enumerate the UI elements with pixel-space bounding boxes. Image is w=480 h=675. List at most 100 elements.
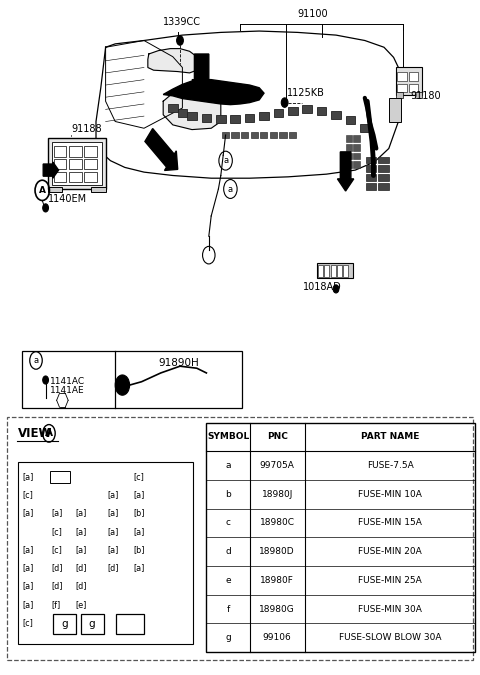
Text: [a]: [a] [75, 545, 86, 554]
Text: FUSE-7.5A: FUSE-7.5A [367, 461, 413, 470]
Bar [397, 72, 407, 81]
Circle shape [333, 285, 339, 293]
Bar [84, 146, 97, 157]
Bar [353, 161, 360, 168]
FancyArrow shape [145, 128, 178, 171]
Bar [331, 111, 341, 119]
Text: [a]: [a] [75, 508, 86, 518]
Text: 91180: 91180 [410, 91, 441, 101]
Bar [52, 142, 102, 185]
Text: 1140EM: 1140EM [48, 194, 87, 204]
Bar [366, 165, 376, 172]
Text: 1339CC: 1339CC [163, 17, 201, 27]
Bar [69, 172, 82, 182]
Bar [318, 265, 323, 277]
Text: PNC: PNC [267, 433, 288, 441]
Bar [353, 135, 360, 142]
Text: [a]: [a] [133, 563, 145, 572]
Text: 18980J: 18980J [262, 490, 293, 499]
Bar [324, 265, 329, 277]
Bar [378, 165, 389, 172]
Circle shape [177, 36, 183, 45]
Text: a: a [34, 356, 38, 365]
Bar [270, 132, 277, 138]
Text: g: g [89, 619, 96, 628]
Polygon shape [148, 49, 199, 73]
Bar [84, 159, 97, 169]
Bar [81, 614, 104, 634]
Bar [415, 92, 422, 98]
FancyArrow shape [192, 54, 211, 92]
Bar [360, 124, 370, 132]
Bar [50, 471, 70, 483]
Bar [178, 109, 187, 117]
Text: 1018AD: 1018AD [303, 282, 342, 292]
Bar [396, 92, 403, 98]
Text: FUSE-SLOW BLOW 30A: FUSE-SLOW BLOW 30A [339, 633, 441, 642]
Bar [231, 132, 239, 138]
Text: [d]: [d] [107, 563, 119, 572]
Bar [84, 172, 97, 182]
Text: PART NAME: PART NAME [361, 433, 419, 441]
Text: 1125KB: 1125KB [287, 88, 325, 98]
Text: FUSE-MIN 20A: FUSE-MIN 20A [358, 547, 422, 556]
Text: [b]: [b] [133, 508, 145, 518]
Bar [187, 112, 197, 120]
Text: [a]: [a] [22, 545, 34, 554]
Bar [54, 172, 66, 182]
Bar [337, 265, 342, 277]
Text: [a]: [a] [107, 526, 119, 536]
Bar [289, 132, 296, 138]
Bar [396, 68, 422, 94]
Bar [279, 132, 287, 138]
Text: [d]: [d] [75, 581, 86, 591]
Bar [409, 72, 418, 81]
Text: [a]: [a] [22, 563, 34, 572]
Polygon shape [163, 88, 221, 130]
Circle shape [43, 376, 48, 384]
Text: e: e [225, 576, 231, 585]
Text: FUSE-MIN 30A: FUSE-MIN 30A [358, 605, 422, 614]
Text: d: d [225, 547, 231, 556]
Bar [397, 84, 407, 92]
Text: 18980G: 18980G [259, 605, 295, 614]
Text: [a]: [a] [107, 545, 119, 554]
Bar [346, 116, 355, 124]
Text: [b]: [b] [133, 545, 145, 554]
Text: 91188: 91188 [71, 124, 102, 134]
Bar [366, 157, 376, 163]
Text: [a]: [a] [22, 581, 34, 591]
Bar [251, 132, 258, 138]
FancyArrow shape [337, 152, 354, 191]
Bar [366, 183, 376, 190]
Text: 1141AE: 1141AE [50, 386, 85, 396]
Bar [216, 115, 226, 123]
Text: VIEW: VIEW [18, 427, 53, 440]
Bar [206, 423, 475, 652]
Text: g: g [225, 633, 231, 642]
Bar [168, 104, 178, 112]
Circle shape [43, 204, 48, 212]
Text: c: c [226, 518, 230, 527]
Bar [91, 187, 106, 192]
Text: [c]: [c] [22, 490, 33, 500]
Text: 1141AC: 1141AC [50, 377, 85, 386]
Bar [343, 265, 348, 277]
Bar [378, 157, 389, 163]
Text: [a]: [a] [133, 490, 145, 500]
Text: [d]: [d] [75, 563, 86, 572]
Bar [241, 132, 248, 138]
Text: [a]: [a] [22, 508, 34, 518]
Text: [a]: [a] [133, 526, 145, 536]
Text: a: a [223, 156, 228, 165]
Bar [346, 153, 352, 159]
Bar [48, 138, 106, 189]
Text: [e]: [e] [75, 599, 86, 609]
Text: [a]: [a] [107, 490, 119, 500]
Text: b: b [225, 490, 231, 499]
Bar [302, 105, 312, 113]
Bar [346, 161, 352, 168]
Text: [a]: [a] [75, 526, 86, 536]
Text: [f]: [f] [51, 599, 60, 609]
Text: [c]: [c] [51, 526, 62, 536]
